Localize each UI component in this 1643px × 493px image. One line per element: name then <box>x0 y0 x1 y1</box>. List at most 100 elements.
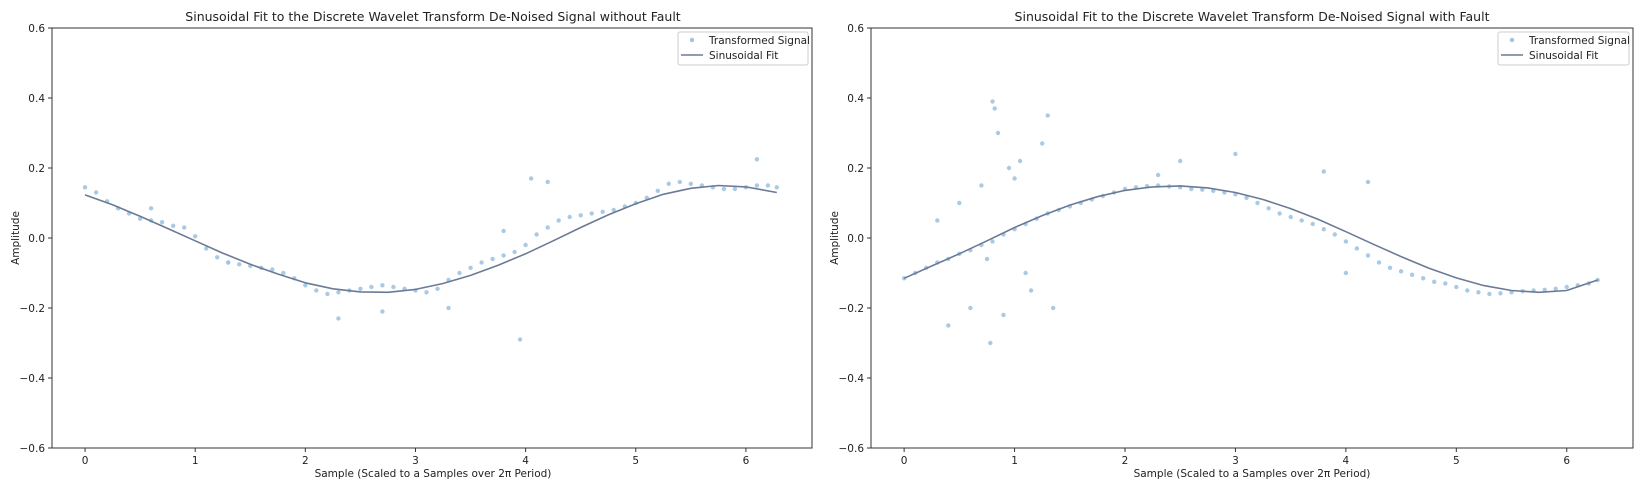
scatter-point <box>1045 113 1050 118</box>
scatter-point <box>990 239 995 244</box>
y-tick-label: −0.2 <box>20 303 46 315</box>
y-tick-label: −0.2 <box>839 303 865 315</box>
scatter-point <box>611 207 616 213</box>
x-tick-label: 1 <box>192 455 199 467</box>
scatter-point <box>968 305 973 311</box>
x-tick-label: 0 <box>82 455 89 467</box>
scatter-point <box>215 255 220 260</box>
scatter-point <box>567 214 572 220</box>
x-tick-label: 1 <box>1011 455 1018 467</box>
scatter-point <box>171 223 176 228</box>
scatter-point <box>655 188 660 193</box>
scatter-point <box>303 283 308 288</box>
scatter-point <box>1421 276 1426 281</box>
scatter-point <box>1040 141 1045 146</box>
scatter-point <box>988 340 993 346</box>
chart-title: Sinusoidal Fit to the Discrete Wavelet T… <box>185 9 681 24</box>
scatter-point <box>995 130 1001 136</box>
x-tick-label: 6 <box>743 455 750 467</box>
x-tick-label: 6 <box>1563 455 1570 467</box>
legend-box <box>677 31 809 66</box>
scatter-point <box>754 183 760 188</box>
scatter-point <box>314 288 319 293</box>
legend-scatter-marker <box>1509 37 1515 43</box>
scatter-point <box>281 270 286 276</box>
scatter-point <box>1299 218 1304 223</box>
scatter-point <box>1001 312 1006 318</box>
x-axis: 0 1 2 3 4 5 6 <box>82 448 750 467</box>
scatter-point <box>358 286 363 291</box>
scatter-point <box>270 267 275 272</box>
scatter-point <box>380 283 385 288</box>
scatter-point <box>528 176 534 181</box>
scatter-point <box>774 185 779 190</box>
scatter-point <box>732 186 738 192</box>
scatter-point <box>1178 158 1183 164</box>
scatter-point <box>578 213 583 218</box>
scatter-point <box>226 260 231 265</box>
scatter-point <box>677 179 682 185</box>
scatter-point <box>1564 284 1569 290</box>
y-tick-label: −0.6 <box>20 443 46 455</box>
legend-label-transformed-signal: Transformed Signal <box>1528 35 1630 47</box>
scatter-point <box>1387 265 1393 270</box>
scatter-point <box>82 185 88 190</box>
scatter-point <box>446 305 451 311</box>
scatter-point <box>1365 253 1371 258</box>
chart-title: Sinusoidal Fit to the Discrete Wavelet T… <box>1015 9 1490 24</box>
scatter-point <box>468 265 473 270</box>
sinusoidal-fit-line <box>903 185 1598 294</box>
scatter-point <box>501 228 506 234</box>
scatter-point <box>1155 172 1161 178</box>
legend-label-sinusoidal-fit: Sinusoidal Fit <box>1529 50 1598 62</box>
y-axis-label: Amplitude <box>829 211 841 265</box>
scatter-point <box>1553 286 1558 291</box>
scatter-point <box>1343 239 1349 244</box>
plot-area <box>901 99 1600 346</box>
scatter-point <box>1332 232 1338 237</box>
scatter-point <box>666 181 671 186</box>
x-tick-label: 2 <box>1122 455 1129 467</box>
scatter-point <box>1006 165 1012 171</box>
scatter-point <box>1476 290 1481 295</box>
y-tick-label: −0.4 <box>839 373 865 385</box>
y-tick-label: −0.6 <box>839 443 865 455</box>
y-tick-label: 0.4 <box>847 93 864 105</box>
scatter-point <box>517 337 523 342</box>
scatter-point <box>979 183 984 188</box>
scatter-point <box>1310 221 1315 227</box>
scatter-point <box>1398 269 1404 274</box>
y-axis: −0.6 −0.4 −0.2 0.0 0.2 0.4 0.6 <box>20 23 52 455</box>
x-tick-label: 5 <box>632 455 639 467</box>
scatter-point <box>1409 272 1415 277</box>
scatter-point <box>391 284 396 290</box>
scatter-point <box>1376 260 1382 265</box>
scatter-point <box>992 106 997 111</box>
scatter-point <box>1200 187 1205 192</box>
y-tick-label: 0.2 <box>28 163 45 175</box>
x-axis-label: Sample (Scaled to a Samples over 2π Peri… <box>1134 468 1371 480</box>
x-tick-label: 0 <box>901 455 908 467</box>
scatter-point <box>325 291 330 297</box>
scatter-point <box>957 200 962 206</box>
scatter-point <box>204 246 209 251</box>
scatter-point <box>545 225 550 230</box>
scatter-point <box>1443 281 1448 286</box>
scatter-point <box>754 157 760 162</box>
scatter-point <box>1266 206 1271 211</box>
scatter-point <box>1051 305 1056 311</box>
scatter-point <box>984 256 990 262</box>
scatter-point <box>93 190 99 195</box>
plot-frame <box>51 27 813 449</box>
legend-label-sinusoidal-fit: Sinusoidal Fit <box>709 50 778 62</box>
y-tick-label: −0.4 <box>20 373 46 385</box>
scatter-point <box>765 183 771 188</box>
y-tick-label: 0.0 <box>28 233 45 245</box>
scatter-point <box>534 232 539 237</box>
scatter-point <box>1255 200 1260 206</box>
scatter-point <box>512 249 517 255</box>
scatter-point <box>1321 169 1327 174</box>
y-tick-label: 0.2 <box>847 163 864 175</box>
legend-scatter-marker <box>689 37 695 43</box>
y-axis-label: Amplitude <box>10 211 22 265</box>
